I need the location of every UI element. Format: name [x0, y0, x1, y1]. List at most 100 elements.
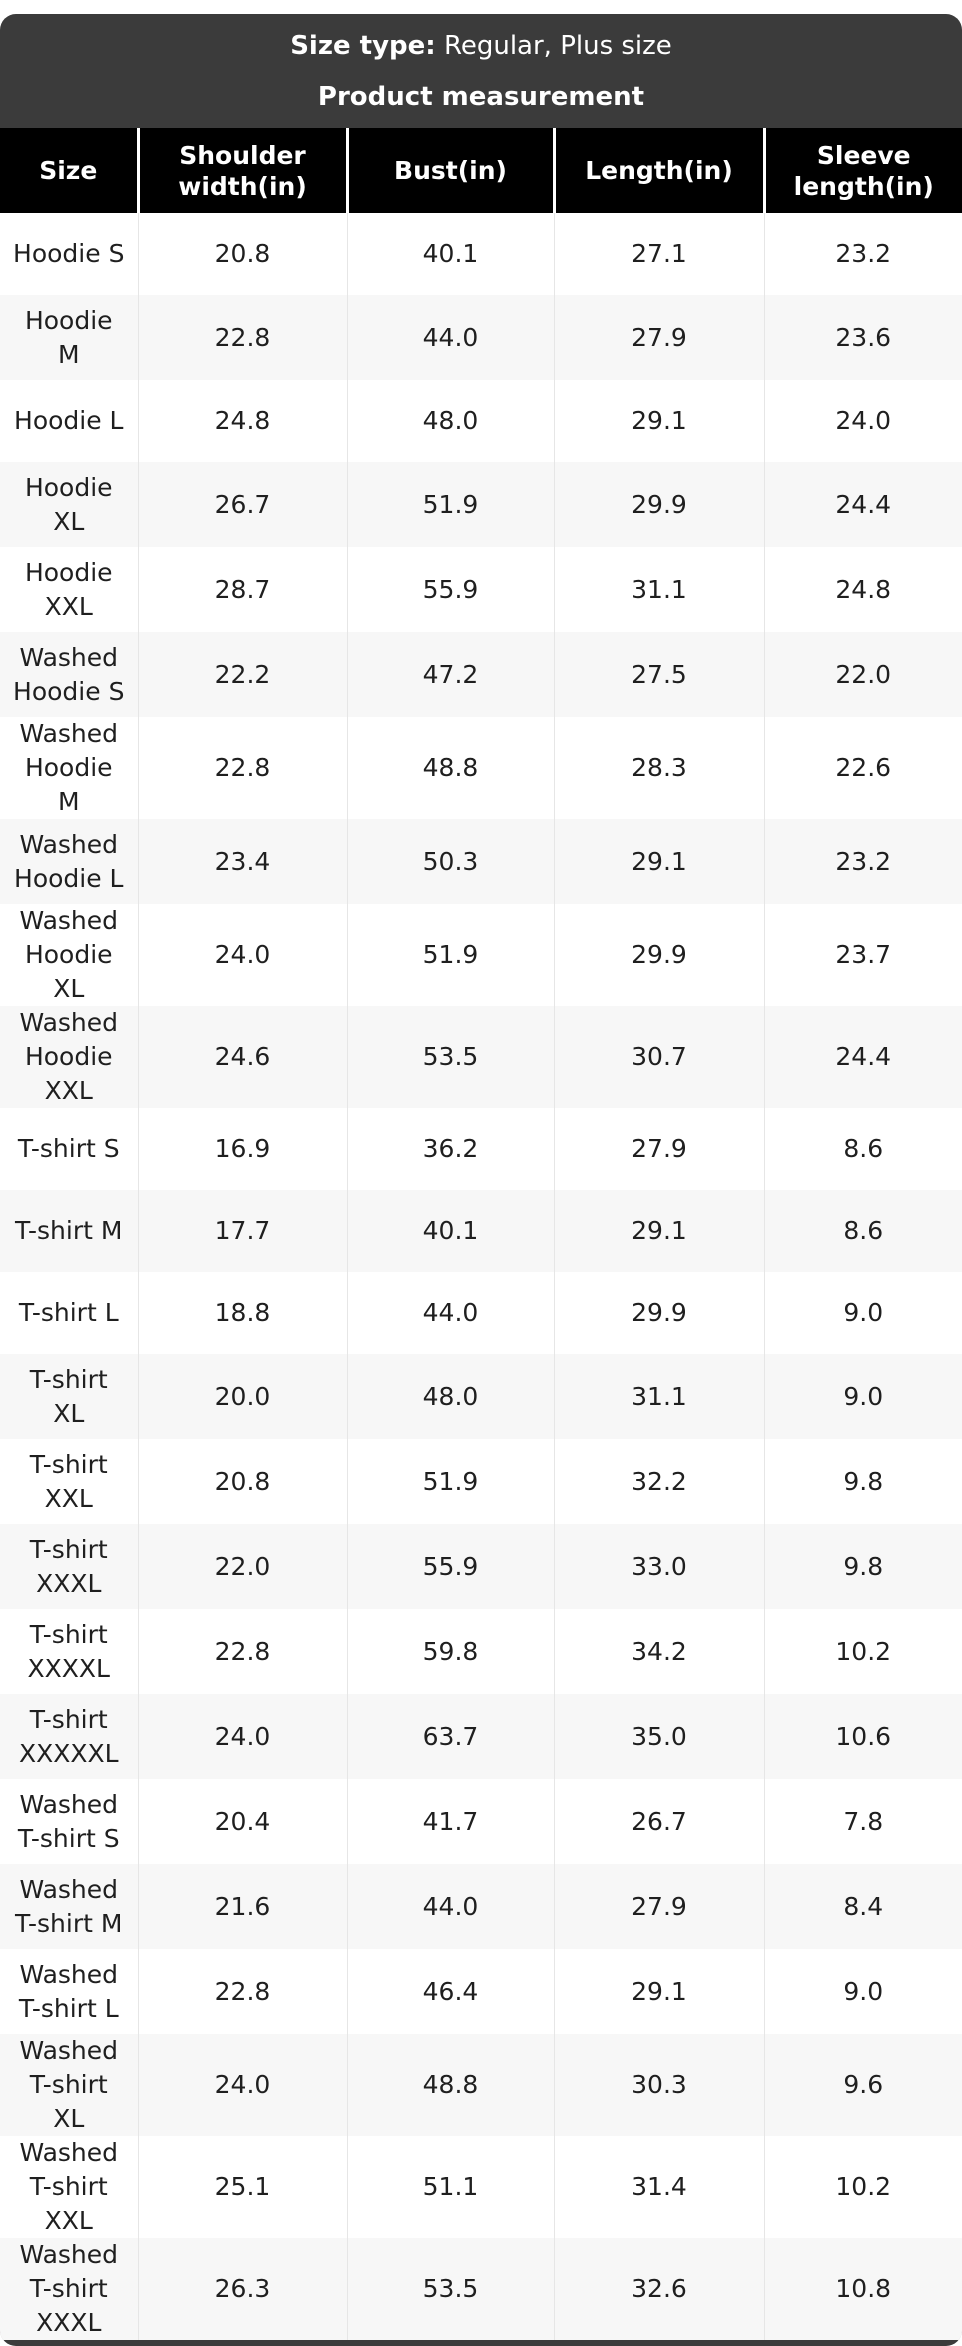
measurement-value-cell: 9.0: [763, 1354, 962, 1439]
measurement-value-cell: 22.2: [137, 632, 347, 717]
measurement-value-cell: 48.0: [346, 1354, 554, 1439]
measurement-value-cell: 24.0: [137, 2034, 347, 2136]
size-label-cell: Washed Hoodie S: [13, 642, 125, 706]
measurement-value-cell: 34.2: [553, 1609, 764, 1694]
header-row: Size Shoulder width(in) Bust(in) Length(…: [0, 128, 962, 213]
size-label-cell: T-shirt XXXXXL: [18, 1704, 119, 1768]
measurement-value-cell: 24.4: [763, 1006, 962, 1108]
measurement-value-cell: 23.2: [763, 819, 962, 904]
size-label-cell: Washed T-shirt M: [15, 1874, 123, 1938]
table-row: T-shirt S 16.9 36.2 27.9 8.6: [0, 1108, 962, 1190]
measurement-value-cell: 31.4: [553, 2136, 764, 2238]
measurement-value-cell: 55.9: [346, 1524, 554, 1609]
measurement-value-cell: 53.5: [346, 1006, 554, 1108]
measurement-value-cell: 10.2: [763, 2136, 962, 2238]
measurement-value-cell: 27.9: [553, 295, 764, 380]
measurement-value-cell: 9.8: [763, 1524, 962, 1609]
size-chart-widget: Size type: Regular, Plus size Product me…: [0, 14, 962, 2346]
measurement-value-cell: 23.7: [763, 904, 962, 1006]
table-row: Washed Hoodie XL 24.0 51.9 29.9 23.7: [0, 904, 962, 1006]
table-row: Washed Hoodie S 22.2 47.2 27.5 22.0: [0, 632, 962, 717]
measurement-value-cell: 8.4: [763, 1864, 962, 1949]
measurement-value-cell: 9.6: [763, 2034, 962, 2136]
measurement-value-cell: 28.7: [137, 547, 347, 632]
size-label-cell: T-shirt L: [18, 1298, 119, 1327]
measurement-value-cell: 31.1: [553, 1354, 764, 1439]
measurement-value-cell: 23.6: [763, 295, 962, 380]
table-row: Hoodie XL 26.7 51.9 29.9 24.4: [0, 462, 962, 547]
measurement-value-cell: 63.7: [346, 1694, 554, 1779]
size-label-cell: Washed T-shirt XXXL: [19, 2240, 119, 2337]
measurement-value-cell: 10.2: [763, 1609, 962, 1694]
size-label-cell: T-shirt M: [15, 1216, 123, 1245]
table-row: T-shirt XXXL 22.0 55.9 33.0 9.8: [0, 1524, 962, 1609]
measurement-value-cell: 51.9: [346, 462, 554, 547]
size-label-cell: T-shirt XL: [29, 1364, 108, 1428]
measurement-value-cell: 9.0: [763, 1272, 962, 1354]
measurement-value-cell: 24.0: [137, 1694, 347, 1779]
measurement-value-cell: 16.9: [137, 1108, 347, 1190]
measurement-value-cell: 48.8: [346, 2034, 554, 2136]
measurement-value-cell: 35.0: [553, 1694, 764, 1779]
table-row: T-shirt XXL 20.8 51.9 32.2 9.8: [0, 1439, 962, 1524]
measurement-value-cell: 41.7: [346, 1779, 554, 1864]
table-row: Hoodie M 22.8 44.0 27.9 23.6: [0, 295, 962, 380]
measurement-value-cell: 24.6: [137, 1006, 347, 1108]
measurement-table-body: Hoodie S 20.8 40.1 27.1 23.2 Hoodie M 22.8 44.0…: [0, 213, 962, 2340]
measurement-value-cell: 51.9: [346, 1439, 554, 1524]
measurement-value-cell: 24.8: [763, 547, 962, 632]
measurement-value-cell: 22.8: [137, 717, 347, 819]
table-row: T-shirt XXXXL 22.8 59.8 34.2 10.2: [0, 1609, 962, 1694]
measurement-value-cell: 22.8: [137, 1949, 347, 2034]
table-row: Hoodie S 20.8 40.1 27.1 23.2: [0, 213, 962, 295]
measurement-value-cell: 22.6: [763, 717, 962, 819]
measurement-value-cell: 47.2: [346, 632, 554, 717]
size-type-value: Regular, Plus size: [443, 30, 672, 61]
table-row: Washed T-shirt XXXL 26.3 53.5 32.6 10.8: [0, 2238, 962, 2340]
table-row: Washed T-shirt S 20.4 41.7 26.7 7.8: [0, 1779, 962, 1864]
size-type-line: Size type: Regular, Plus size: [290, 31, 672, 61]
size-label-cell: Washed T-shirt L: [18, 1959, 119, 2023]
measurement-value-cell: 23.4: [137, 819, 347, 904]
measurement-value-cell: 32.6: [553, 2238, 764, 2340]
size-label-cell: T-shirt XXXL: [29, 1534, 108, 1598]
measurement-value-cell: 44.0: [346, 1272, 554, 1354]
size-label-cell: Washed Hoodie L: [14, 829, 124, 893]
measurement-value-cell: 46.4: [346, 1949, 554, 2034]
measurement-value-cell: 22.8: [137, 295, 347, 380]
measurement-value-cell: 29.1: [553, 1190, 764, 1272]
measurement-value-cell: 32.2: [553, 1439, 764, 1524]
measurement-value-cell: 27.5: [553, 632, 764, 717]
size-label-cell: Washed Hoodie XL: [19, 906, 119, 1003]
table-row: Hoodie L 24.8 48.0 29.1 24.0: [0, 380, 962, 462]
table-row: Washed Hoodie M 22.8 48.8 28.3 22.6: [0, 717, 962, 819]
table-row: Washed Hoodie XXL 24.6 53.5 30.7 24.4: [0, 1006, 962, 1108]
measurement-value-cell: 25.1: [137, 2136, 347, 2238]
measurement-table: Size Shoulder width(in) Bust(in) Length(…: [0, 128, 962, 2340]
column-header-size: Size: [0, 128, 138, 213]
size-label-cell: Hoodie M: [24, 305, 113, 369]
measurement-value-cell: 27.1: [553, 213, 764, 295]
column-header-bust: Bust(in): [345, 128, 554, 213]
table-row: Washed T-shirt XXL 25.1 51.1 31.4 10.2: [0, 2136, 962, 2238]
size-chart-titlebar: Size type: Regular, Plus size Product me…: [0, 14, 962, 128]
measurement-value-cell: 31.1: [553, 547, 764, 632]
table-row: T-shirt XXXXXL 24.0 63.7 35.0 10.6: [0, 1694, 962, 1779]
size-label-cell: Washed T-shirt XXL: [19, 2138, 119, 2235]
measurement-value-cell: 55.9: [346, 547, 554, 632]
measurement-value-cell: 8.6: [763, 1108, 962, 1190]
measurement-value-cell: 7.8: [763, 1779, 962, 1864]
measurement-value-cell: 22.8: [137, 1609, 347, 1694]
column-header-sleeve-length: Sleeve length(in): [762, 128, 962, 213]
size-label-cell: T-shirt XXL: [29, 1449, 108, 1513]
measurement-value-cell: 48.0: [346, 380, 554, 462]
measurement-value-cell: 26.7: [137, 462, 347, 547]
measurement-value-cell: 23.2: [763, 213, 962, 295]
size-label-cell: Washed Hoodie M: [19, 719, 119, 816]
measurement-value-cell: 18.8: [137, 1272, 347, 1354]
table-row: Washed T-shirt L 22.8 46.4 29.1 9.0: [0, 1949, 962, 2034]
column-header-shoulder-width: Shoulder width(in): [136, 128, 347, 213]
measurement-value-cell: 40.1: [346, 1190, 554, 1272]
measurement-value-cell: 59.8: [346, 1609, 554, 1694]
